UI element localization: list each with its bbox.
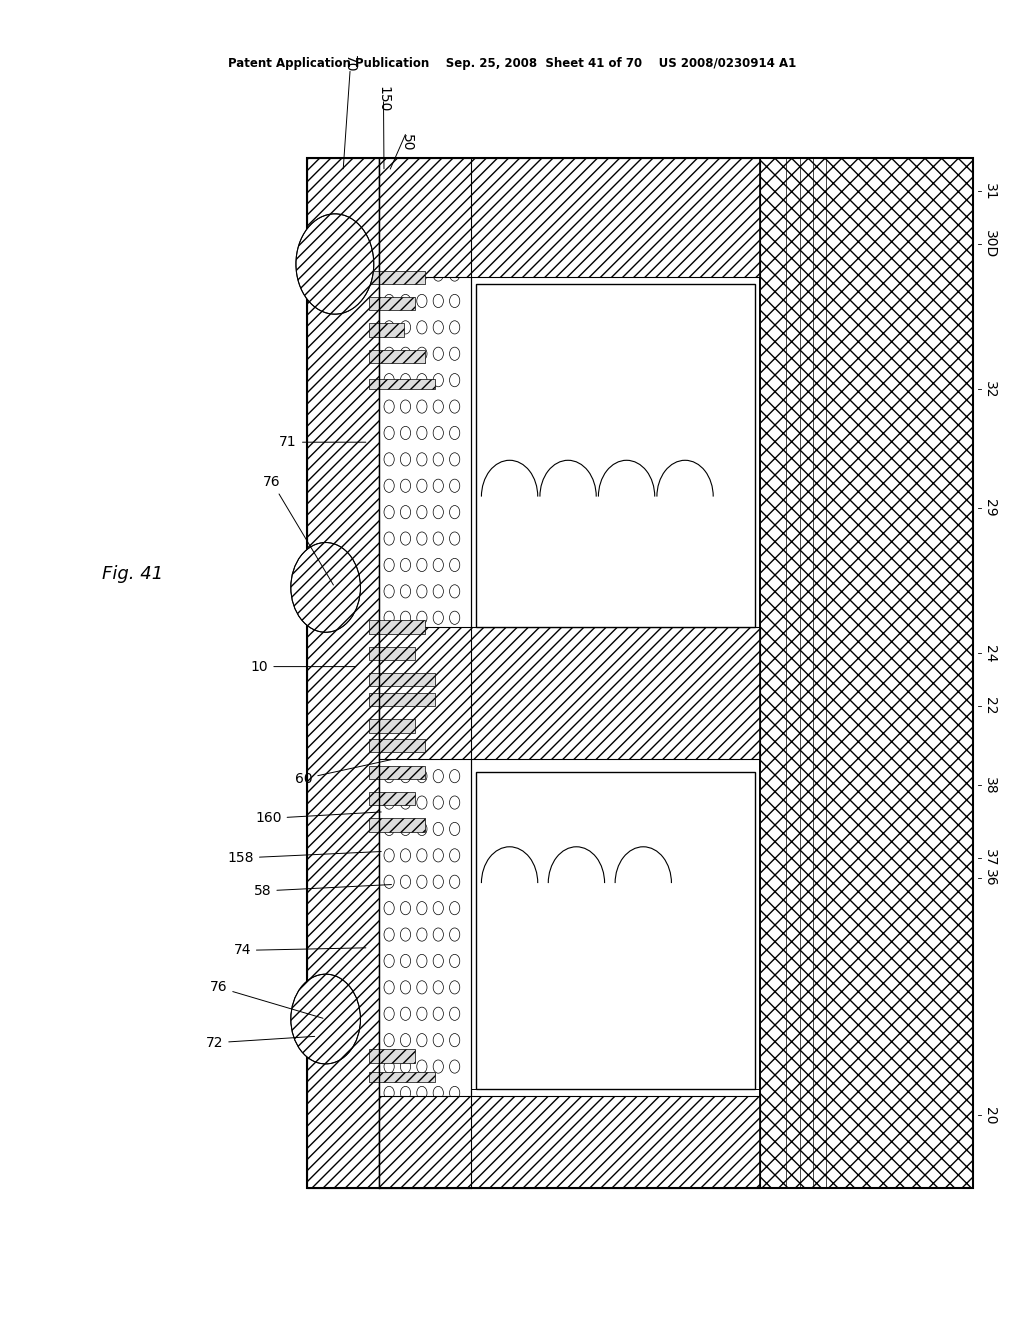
Text: 37: 37 (983, 849, 997, 867)
Bar (379, 627, 760, 759)
Bar (369, 297, 415, 310)
Bar (369, 379, 435, 389)
Bar (369, 647, 415, 660)
Bar (379, 158, 471, 1188)
Bar (369, 673, 435, 686)
Text: 32: 32 (983, 380, 997, 399)
Text: 60: 60 (295, 759, 391, 785)
Bar (369, 323, 404, 337)
Bar (307, 158, 379, 1188)
Bar (369, 1072, 435, 1082)
Circle shape (291, 974, 360, 1064)
Bar (369, 739, 425, 752)
Bar (369, 1049, 415, 1063)
Bar (369, 719, 415, 733)
Circle shape (291, 543, 360, 632)
Text: 70: 70 (343, 55, 357, 73)
Text: 10: 10 (251, 660, 355, 673)
Text: 22: 22 (983, 697, 997, 715)
Text: 72: 72 (206, 1036, 314, 1049)
Text: Patent Application Publication    Sep. 25, 2008  Sheet 41 of 70    US 2008/02309: Patent Application Publication Sep. 25, … (228, 57, 796, 70)
Bar (369, 818, 425, 832)
Text: 150: 150 (377, 86, 390, 112)
Text: 158: 158 (227, 851, 381, 865)
Bar (369, 792, 415, 805)
Bar (476, 772, 755, 1089)
Bar (379, 158, 471, 1188)
Text: 58: 58 (254, 884, 391, 898)
Text: 74: 74 (233, 944, 366, 957)
Bar (307, 158, 973, 1188)
Text: 38: 38 (983, 776, 997, 795)
Text: 76: 76 (263, 475, 334, 585)
Circle shape (296, 214, 374, 314)
Bar (369, 271, 425, 284)
Bar (369, 350, 425, 363)
Text: 20: 20 (983, 1106, 997, 1125)
Text: 24: 24 (983, 644, 997, 663)
Text: 71: 71 (280, 436, 366, 449)
Text: 76: 76 (210, 981, 323, 1018)
Bar (379, 158, 760, 277)
Text: 31: 31 (983, 182, 997, 201)
Bar (369, 620, 425, 634)
Text: Fig. 41: Fig. 41 (102, 565, 164, 583)
Bar (476, 284, 755, 627)
Bar (369, 693, 435, 706)
Text: 30D: 30D (983, 230, 997, 259)
Bar (760, 158, 973, 1188)
Bar (369, 766, 425, 779)
Text: 29: 29 (983, 499, 997, 517)
Text: 160: 160 (255, 812, 381, 825)
Text: 50: 50 (399, 135, 414, 152)
Text: 36: 36 (983, 869, 997, 887)
Bar (379, 1096, 760, 1188)
